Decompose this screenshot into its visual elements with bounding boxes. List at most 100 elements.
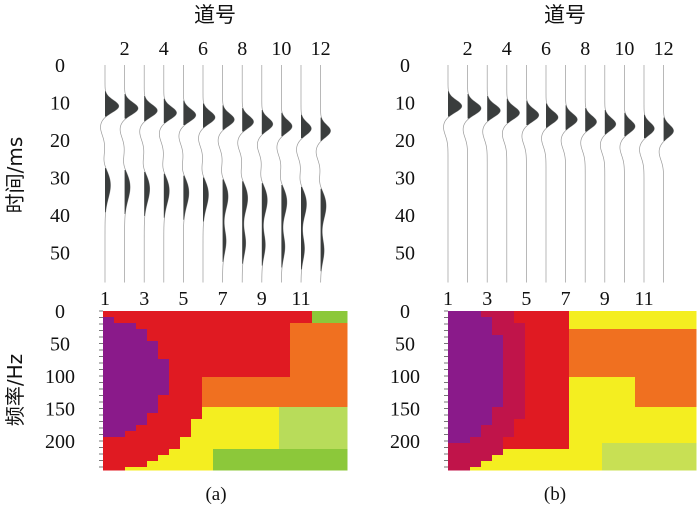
spectrum-cell bbox=[213, 467, 225, 471]
spectrum-cell bbox=[136, 467, 148, 471]
spectrum-cell bbox=[323, 383, 335, 390]
spectrum-cell bbox=[635, 329, 647, 336]
spectrum-cell bbox=[345, 317, 348, 324]
spectrum-cell bbox=[136, 407, 148, 414]
spectrum-cell bbox=[136, 335, 148, 342]
spectrum-cell bbox=[591, 347, 603, 354]
spectrum-cell bbox=[213, 389, 225, 396]
spectrum-cell bbox=[334, 347, 346, 354]
spectrum-cell bbox=[525, 371, 537, 378]
spectrum-cell bbox=[136, 449, 148, 456]
spectrum-cell bbox=[180, 329, 192, 336]
spectrum-cell bbox=[125, 335, 137, 342]
spectrum-cell bbox=[268, 425, 280, 432]
spectrum-cell bbox=[312, 323, 324, 330]
spectrum-cell bbox=[657, 383, 669, 390]
spectrum-cell bbox=[235, 395, 247, 402]
spectrum-cell bbox=[312, 443, 324, 450]
spectrum-cell bbox=[514, 425, 526, 432]
spectrum-cell bbox=[312, 359, 324, 366]
spectrum-cell bbox=[246, 371, 258, 378]
spectrum-cell bbox=[345, 401, 348, 408]
spectrum-cell bbox=[492, 347, 504, 354]
spectrum-cell bbox=[224, 419, 236, 426]
spectrum-cell bbox=[503, 377, 515, 384]
spectrum-cell bbox=[613, 341, 625, 348]
spectrum-cell bbox=[514, 365, 526, 372]
spectrum-cell bbox=[224, 347, 236, 354]
spectrum-cell bbox=[312, 413, 324, 420]
trace-fill bbox=[506, 98, 520, 124]
spectrum-cell bbox=[503, 431, 515, 438]
spectrum-cell bbox=[668, 365, 680, 372]
spectrum-cell bbox=[202, 371, 214, 378]
spectrum-cell bbox=[668, 443, 680, 450]
time-tick-label: 40 bbox=[395, 205, 415, 227]
spectrum-cell bbox=[613, 437, 625, 444]
trace-line bbox=[639, 65, 655, 283]
spectrum-cell bbox=[202, 437, 214, 444]
spectrum-cell bbox=[180, 407, 192, 414]
spectrum-cell bbox=[224, 365, 236, 372]
spectrum-cell bbox=[345, 335, 348, 342]
spectrum-cell bbox=[334, 467, 346, 471]
spectrum-cell bbox=[334, 353, 346, 360]
spectrum-cell bbox=[136, 395, 148, 402]
spectrum-cell bbox=[690, 443, 697, 450]
spectrum-cell bbox=[158, 353, 170, 360]
trace-fill bbox=[467, 94, 482, 119]
spectrum-cell bbox=[657, 467, 669, 471]
spectrum-cell bbox=[613, 371, 625, 378]
spectrum-cell bbox=[290, 383, 302, 390]
spectrum-cell bbox=[525, 323, 537, 330]
spectrum-cell bbox=[202, 347, 214, 354]
spectrum-cell bbox=[268, 431, 280, 438]
spectrum-cell bbox=[624, 413, 636, 420]
spectrum-cell bbox=[547, 413, 559, 420]
spectrum-cell bbox=[569, 371, 581, 378]
spectrum-cell bbox=[290, 335, 302, 342]
spectrum-cell bbox=[657, 329, 669, 336]
spectrum-cell bbox=[635, 311, 647, 318]
spectrum-cell bbox=[136, 389, 148, 396]
spectrum-cell bbox=[635, 371, 647, 378]
spectrum-cell bbox=[657, 413, 669, 420]
trace-fill bbox=[105, 168, 111, 213]
spectrum-cell bbox=[279, 467, 291, 471]
spectrum-cell bbox=[558, 383, 570, 390]
spectrum-cell bbox=[635, 317, 647, 324]
spectrum-cell bbox=[448, 389, 460, 396]
spectrum-cell bbox=[657, 425, 669, 432]
spectrum-cell bbox=[657, 455, 669, 462]
spectrum-cell bbox=[503, 437, 515, 444]
spectrum-cell bbox=[481, 461, 493, 468]
spectrum-cell bbox=[257, 341, 269, 348]
spectrum-cell bbox=[525, 449, 537, 456]
trace-line bbox=[541, 65, 559, 283]
spectrum-cell bbox=[470, 317, 482, 324]
spectrum-cell bbox=[547, 323, 559, 330]
spectrum-cell bbox=[312, 311, 324, 318]
freq-tick-label: 0 bbox=[400, 301, 410, 323]
spectrum-cell bbox=[136, 413, 148, 420]
spectrum-cell bbox=[257, 317, 269, 324]
spectrum-cell bbox=[279, 341, 291, 348]
spectrum-cell bbox=[323, 401, 335, 408]
spectrum-cell bbox=[646, 419, 658, 426]
spectrum-cell bbox=[191, 437, 203, 444]
bottom-tick-label: 9 bbox=[257, 288, 267, 310]
spectrum-cell bbox=[646, 341, 658, 348]
spectrum-cell bbox=[569, 419, 581, 426]
spectrum-cell bbox=[536, 467, 548, 471]
spectrum-cell bbox=[646, 401, 658, 408]
spectrum-cell bbox=[635, 323, 647, 330]
spectrum-cell bbox=[514, 335, 526, 342]
spectrum-cell bbox=[323, 467, 335, 471]
spectrum-cell bbox=[679, 359, 691, 366]
spectrum-cell bbox=[481, 353, 493, 360]
spectrum-cell bbox=[268, 449, 280, 456]
spectrum-cell bbox=[312, 431, 324, 438]
top-tick-label: 4 bbox=[502, 38, 512, 60]
spectrum-cell bbox=[103, 377, 115, 384]
spectrum-cell bbox=[536, 401, 548, 408]
